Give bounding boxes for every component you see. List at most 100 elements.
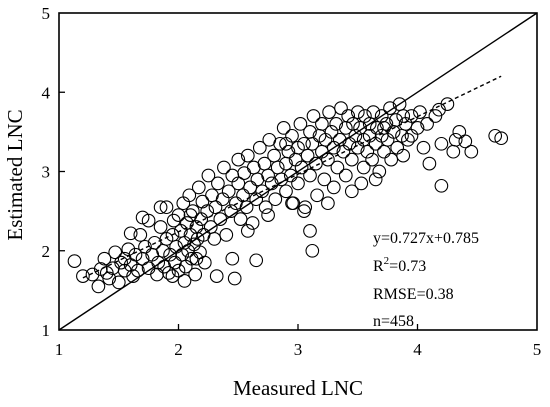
data-point [368,136,383,151]
data-point [305,136,320,151]
data-point [215,192,230,207]
data-point [300,148,315,163]
y-tick-label: 3 [42,163,51,182]
data-point [252,140,267,155]
data-point [76,269,90,283]
data-point [366,105,381,119]
data-point [169,239,183,254]
data-point [306,109,321,123]
data-point [294,160,309,175]
data-point [344,152,359,167]
data-point [240,224,255,238]
data-point [315,117,329,131]
data-point [279,184,293,199]
data-point [365,152,379,167]
data-point [243,180,258,195]
data-point [153,220,168,234]
r2-superscript: 2 [384,255,390,267]
data-point [488,128,503,143]
data-point [67,254,82,268]
data-point [330,160,345,175]
data-point [233,212,248,226]
data-point [413,105,427,119]
data-point [384,152,399,167]
data-point [111,275,126,290]
data-point [310,188,324,203]
data-point [350,105,365,119]
data-point [303,168,317,183]
data-point [285,196,299,211]
data-point [207,232,222,246]
data-point [225,168,240,183]
data-point [401,132,415,147]
data-point [464,144,479,159]
data-point [324,125,339,139]
data-point [279,136,293,151]
data-point [404,128,419,143]
data-point [440,97,455,111]
data-point [197,255,212,270]
data-point [165,269,180,283]
n-label: n=458 [373,313,414,330]
y-axis-title: Estimated LNC [3,109,27,240]
data-point [390,140,405,155]
data-point [396,109,411,123]
data-point [102,271,117,286]
data-point [420,117,434,131]
data-point [446,144,461,159]
r2-prefix: R [373,258,384,275]
data-point [245,216,260,230]
data-point [231,152,246,167]
data-point [286,196,301,211]
y-tick-label: 4 [42,83,51,102]
data-point [396,148,411,163]
data-point [240,148,255,163]
data-point [209,269,224,283]
data-point [322,105,336,119]
data-point [108,245,123,260]
data-point [341,109,356,123]
data-point [377,121,391,135]
data-point [97,251,112,266]
data-point [201,168,216,183]
x-axis-title: Measured LNC [233,376,363,400]
data-point [354,176,369,191]
data-point [305,243,320,258]
data-point [334,101,348,115]
data-point [458,134,473,149]
data-point [452,125,467,139]
data-point [227,271,242,286]
data-point [189,251,204,266]
data-point [135,210,150,225]
r2-value: =0.73 [389,258,426,275]
data-point [321,196,335,211]
data-point [273,136,287,151]
data-point [117,251,132,266]
data-point [231,176,246,191]
stats-annotation: y=0.727x+0.785 R2=0.73 RMSE=0.38 n=458 [373,230,479,330]
data-point [153,200,168,215]
data-point [261,168,275,183]
data-point [389,113,403,127]
data-point [182,188,197,203]
data-point [237,166,252,180]
data-point [317,172,332,187]
data-point [162,266,176,280]
data-point [370,121,384,135]
data-point [191,180,206,195]
data-point [368,172,383,187]
data-point [166,213,181,228]
r2-label: R2=0.73 [373,255,426,275]
x-tick-label: 5 [533,340,542,359]
data-point [221,184,236,199]
data-point [123,226,138,241]
data-point [372,164,387,179]
data-point [356,160,371,175]
data-point [434,178,449,193]
data-point [329,117,344,131]
data-point [360,144,375,159]
data-point [217,160,231,175]
data-point [270,160,285,175]
data-point [133,228,148,242]
data-point [267,148,281,163]
